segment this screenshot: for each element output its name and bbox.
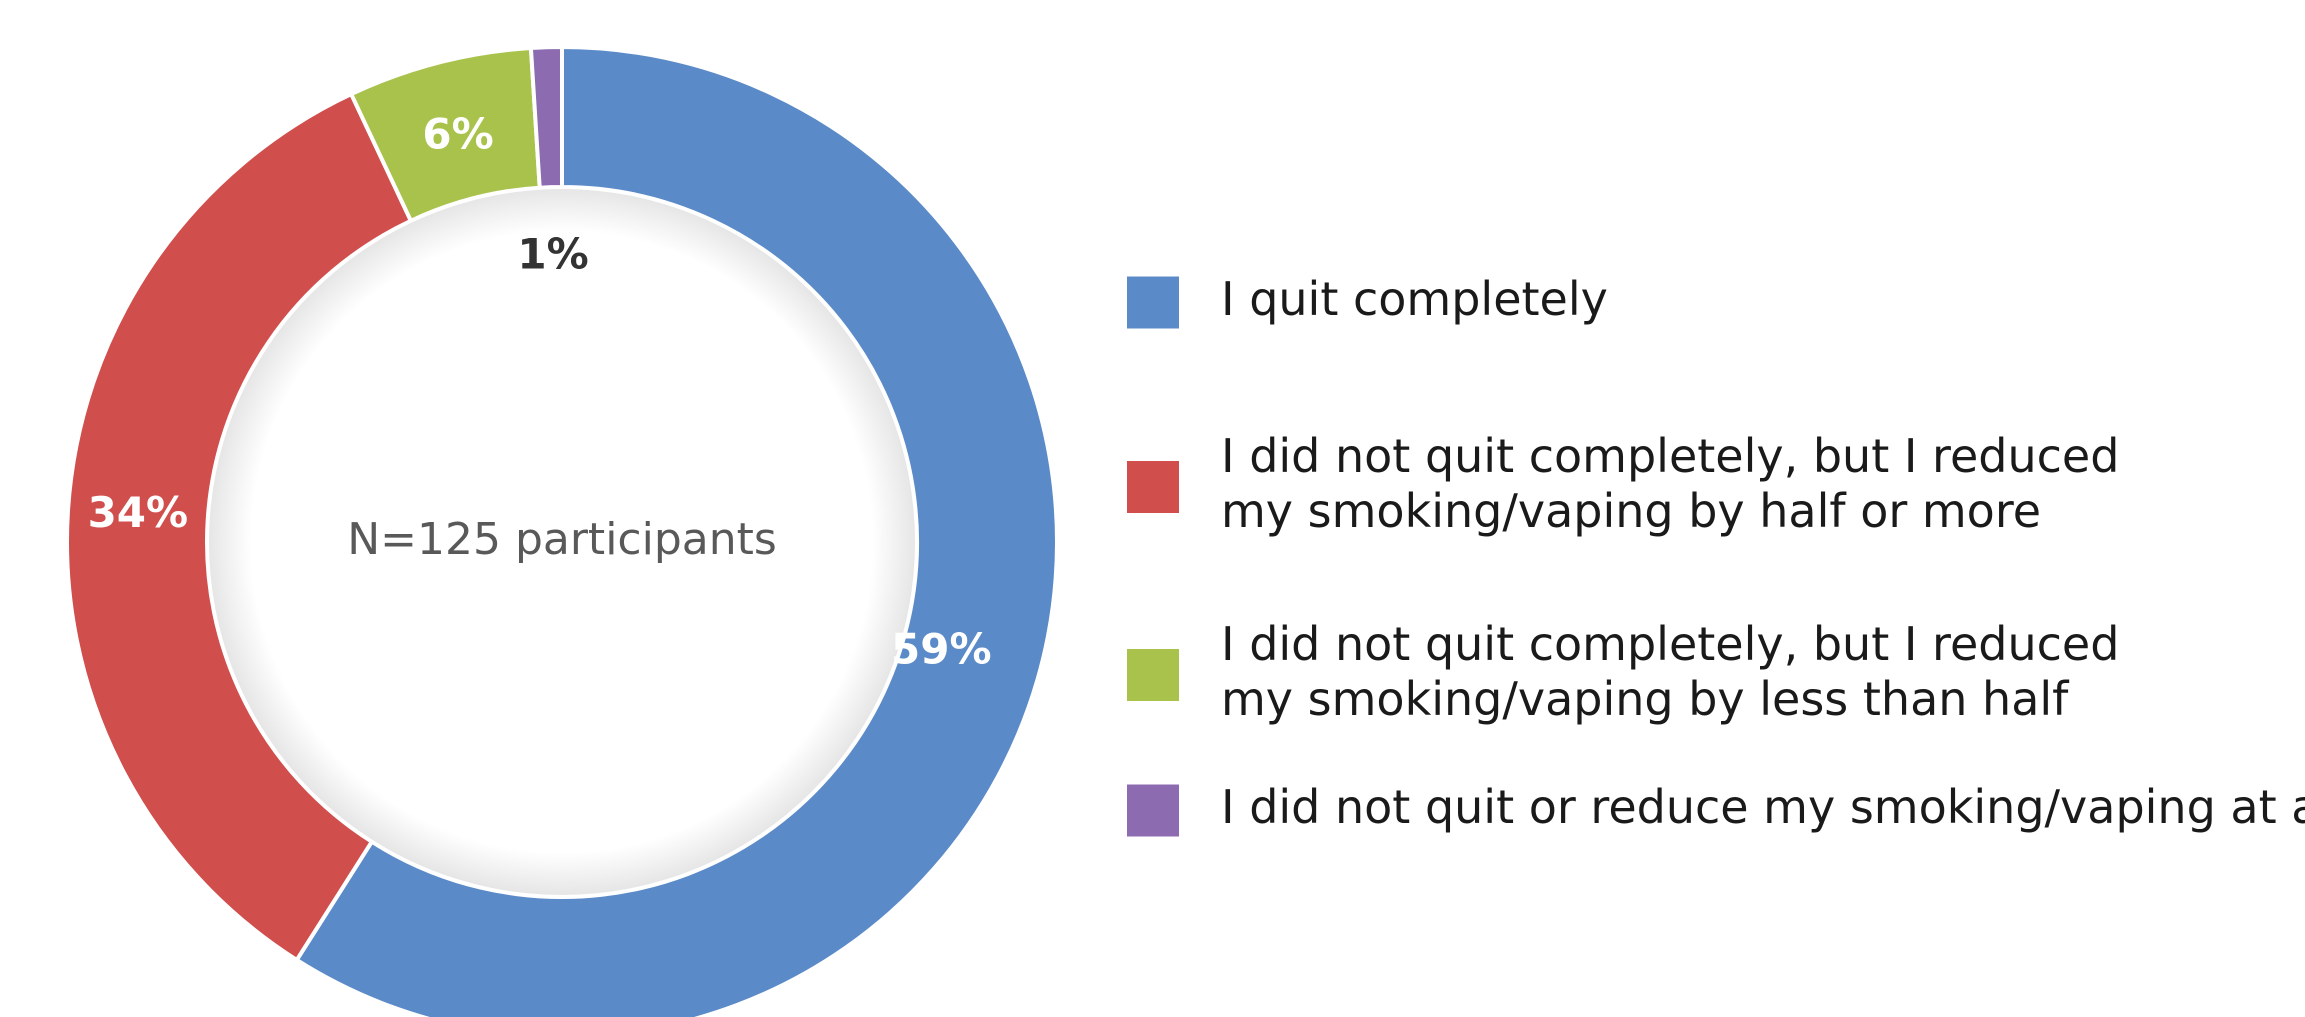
donut-hole <box>209 189 915 895</box>
donut-slices <box>65 44 1059 1017</box>
slice-label-1: 59% <box>891 625 992 674</box>
slice-label-2: 34% <box>88 488 189 537</box>
slice-label-3: 6% <box>422 110 493 159</box>
donut-slice-2 <box>65 91 414 963</box>
legend: I quit completely I did not quit complete… <box>1127 272 2305 837</box>
donut-slice-4 <box>528 44 564 190</box>
slice-labels: 59% 34% 6% 1% <box>88 110 992 674</box>
legend-swatch-3 <box>1127 649 1179 701</box>
legend-swatch-1 <box>1127 276 1179 329</box>
legend-swatch-2 <box>1127 461 1179 513</box>
slice-label-4: 1% <box>517 230 588 279</box>
legend-label-3-line-2: my smoking/vaping by less than half <box>1221 672 2070 726</box>
legend-label-2-line-1: I did not quit completely, but I reduced <box>1221 429 2119 483</box>
donut-slice-1 <box>294 44 1059 1017</box>
center-label: N=125 participants <box>347 514 777 565</box>
legend-swatch-4 <box>1127 784 1179 837</box>
legend-label-2-line-2: my smoking/vaping by half or more <box>1221 484 2041 538</box>
legend-label-3-line-1: I did not quit completely, but I reduced <box>1221 617 2119 671</box>
legend-label-1-line-1: I quit completely <box>1221 272 1608 326</box>
legend-label-4-line-1: I did not quit or reduce my smoking/vapi… <box>1221 780 2305 834</box>
